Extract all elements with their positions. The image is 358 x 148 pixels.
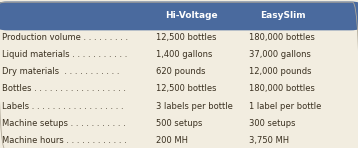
Text: Liquid materials . . . . . . . . . . .: Liquid materials . . . . . . . . . . . [2,50,127,59]
Text: 200 MH: 200 MH [156,136,188,145]
Text: 620 pounds: 620 pounds [156,67,205,76]
Text: 37,000 gallons: 37,000 gallons [249,50,311,59]
Text: 12,500 bottles: 12,500 bottles [156,33,216,42]
Text: 12,500 bottles: 12,500 bottles [156,85,216,93]
FancyBboxPatch shape [0,29,358,148]
Text: 3,750 MH: 3,750 MH [249,136,289,145]
Text: 3 labels per bottle: 3 labels per bottle [156,102,233,111]
Text: 12,000 pounds: 12,000 pounds [249,67,311,76]
Text: 180,000 bottles: 180,000 bottles [249,85,315,93]
Text: Dry materials  . . . . . . . . . . .: Dry materials . . . . . . . . . . . [2,67,119,76]
Text: Bottles . . . . . . . . . . . . . . . . . .: Bottles . . . . . . . . . . . . . . . . … [2,85,126,93]
Text: 1 label per bottle: 1 label per bottle [249,102,321,111]
Text: Labels . . . . . . . . . . . . . . . . . .: Labels . . . . . . . . . . . . . . . . .… [2,102,124,111]
FancyBboxPatch shape [0,1,358,30]
Text: 1,400 gallons: 1,400 gallons [156,50,212,59]
Text: EasySlim: EasySlim [260,11,306,20]
Text: Machine hours . . . . . . . . . . . .: Machine hours . . . . . . . . . . . . [2,136,126,145]
Text: Hi-Voltage: Hi-Voltage [165,11,218,20]
Text: 180,000 bottles: 180,000 bottles [249,33,315,42]
Text: Production volume . . . . . . . . .: Production volume . . . . . . . . . [2,33,128,42]
Text: 500 setups: 500 setups [156,119,202,128]
Text: Machine setups . . . . . . . . . . .: Machine setups . . . . . . . . . . . [2,119,126,128]
Text: 300 setups: 300 setups [249,119,295,128]
